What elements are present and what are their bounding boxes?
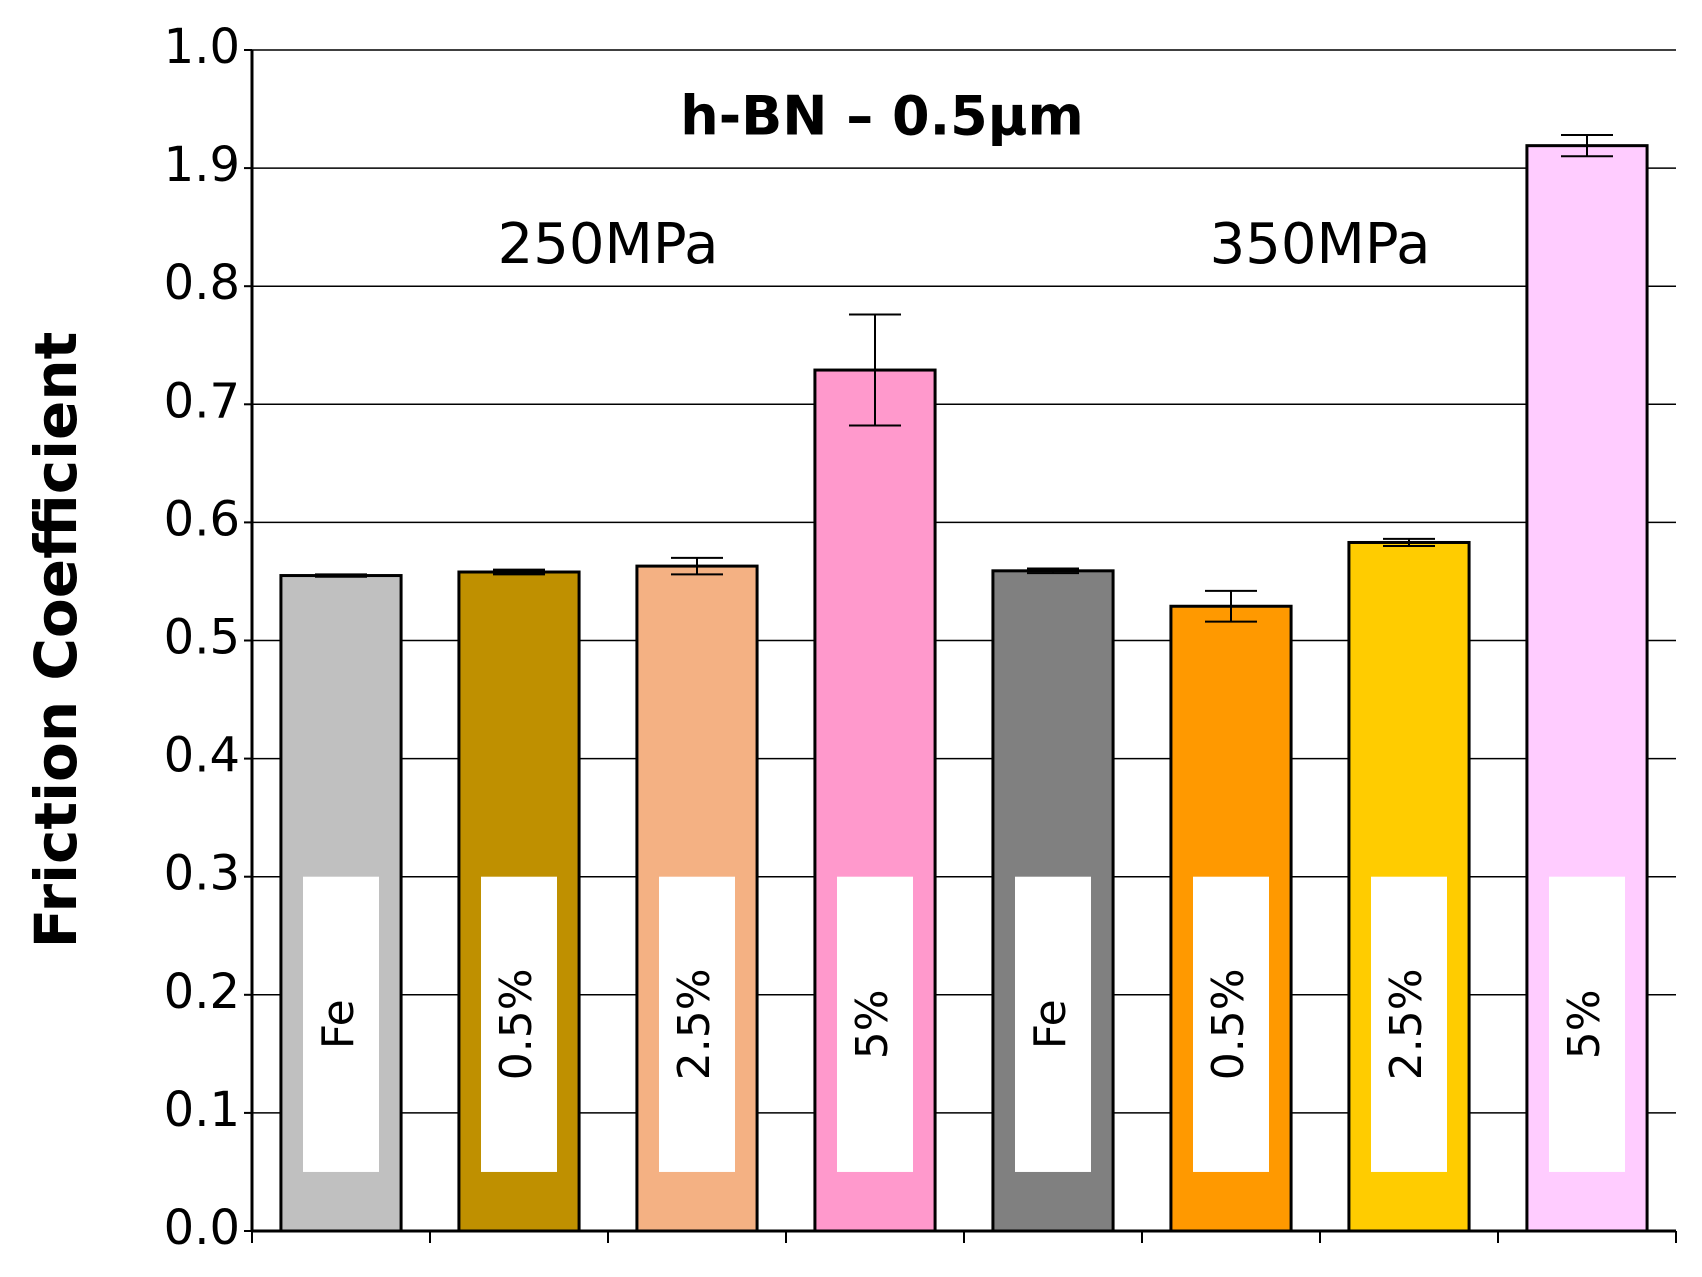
y-tick-label: 0.7 xyxy=(164,373,240,429)
x-tick-label: 2.5% xyxy=(1381,968,1432,1080)
annotation: 350MPa xyxy=(1210,212,1431,277)
x-tick-label: 5% xyxy=(847,989,898,1059)
annotation: 250MPa xyxy=(498,212,719,277)
label-box xyxy=(659,876,735,1172)
x-tick-label: Fe xyxy=(1025,999,1076,1049)
y-tick-label: 0.6 xyxy=(164,491,240,547)
x-tick-label: 5% xyxy=(1559,989,1610,1059)
label-box xyxy=(1015,876,1091,1172)
label-box xyxy=(1371,876,1447,1172)
chart-title: h-BN – 0.5μm xyxy=(680,85,1083,148)
x-tick-label: 2.5% xyxy=(669,968,720,1080)
label-box xyxy=(837,876,913,1172)
label-box xyxy=(1193,876,1269,1172)
y-tick-label: 1.0 xyxy=(164,19,240,75)
y-tick-label: 1.9 xyxy=(164,137,240,193)
x-tick-label: 0.5% xyxy=(491,968,542,1080)
y-tick-label: 0.2 xyxy=(164,964,240,1020)
y-tick-label: 0.0 xyxy=(164,1200,240,1256)
label-box xyxy=(481,876,557,1172)
x-tick-label: 0.5% xyxy=(1203,968,1254,1080)
x-tick-label: Fe xyxy=(313,999,364,1049)
y-tick-label: 0.3 xyxy=(164,846,240,902)
label-box xyxy=(1549,876,1625,1172)
bar xyxy=(813,368,937,1233)
y-axis-label: Friction Coefficient xyxy=(22,332,90,949)
y-tick-label: 0.8 xyxy=(164,255,240,311)
y-tick-label: 0.4 xyxy=(164,728,240,784)
label-box xyxy=(303,876,379,1172)
y-tick-label: 0.1 xyxy=(164,1082,240,1138)
y-tick-label: 0.5 xyxy=(164,610,240,666)
